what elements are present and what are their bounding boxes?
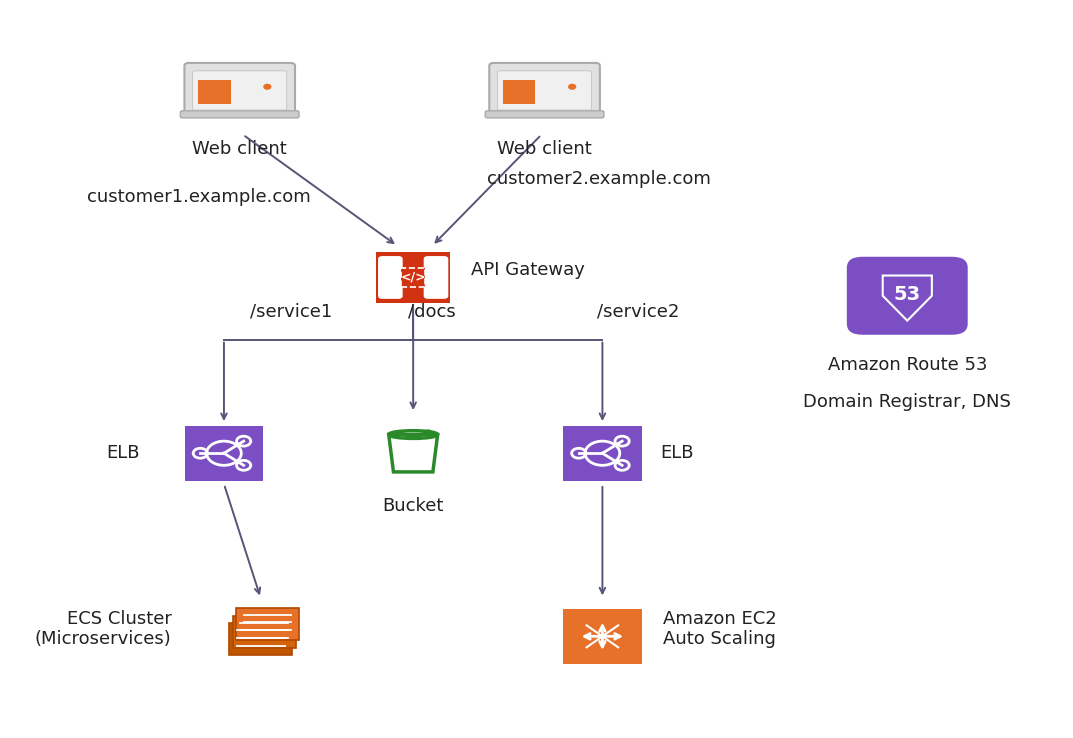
FancyBboxPatch shape [424, 256, 449, 299]
FancyBboxPatch shape [233, 615, 296, 648]
Text: Web client: Web client [497, 140, 592, 158]
FancyBboxPatch shape [236, 608, 299, 640]
FancyBboxPatch shape [498, 71, 591, 110]
Text: Bucket: Bucket [382, 497, 444, 515]
Text: API Gateway: API Gateway [471, 261, 585, 279]
FancyBboxPatch shape [401, 268, 425, 287]
FancyBboxPatch shape [185, 63, 295, 115]
FancyBboxPatch shape [193, 71, 286, 110]
Text: customer2.example.com: customer2.example.com [487, 170, 710, 187]
FancyBboxPatch shape [378, 256, 402, 299]
Text: /service2: /service2 [598, 303, 679, 321]
FancyBboxPatch shape [185, 426, 263, 480]
Text: ELB: ELB [660, 444, 694, 462]
Text: Web client: Web client [192, 140, 288, 158]
Text: Amazon EC2
Auto Scaling: Amazon EC2 Auto Scaling [663, 610, 777, 649]
FancyBboxPatch shape [485, 111, 604, 118]
Text: 53: 53 [894, 285, 921, 304]
Circle shape [264, 84, 270, 89]
Text: customer1.example.com: customer1.example.com [87, 188, 311, 206]
FancyBboxPatch shape [197, 80, 231, 104]
FancyBboxPatch shape [563, 426, 642, 480]
Text: Amazon Route 53: Amazon Route 53 [827, 356, 987, 374]
FancyBboxPatch shape [377, 252, 450, 303]
Text: Domain Registrar, DNS: Domain Registrar, DNS [804, 393, 1011, 411]
Text: ECS Cluster
(Microservices): ECS Cluster (Microservices) [34, 610, 172, 649]
Text: /service1: /service1 [250, 303, 333, 321]
FancyBboxPatch shape [847, 257, 968, 335]
Text: </>: </> [400, 271, 426, 284]
FancyBboxPatch shape [489, 63, 600, 115]
FancyBboxPatch shape [230, 623, 292, 655]
FancyBboxPatch shape [502, 80, 535, 104]
FancyBboxPatch shape [180, 111, 299, 118]
Circle shape [569, 84, 575, 89]
Circle shape [425, 430, 431, 435]
Text: ELB: ELB [106, 444, 139, 462]
Text: /docs: /docs [408, 303, 456, 321]
FancyBboxPatch shape [563, 609, 642, 663]
Polygon shape [881, 311, 935, 330]
